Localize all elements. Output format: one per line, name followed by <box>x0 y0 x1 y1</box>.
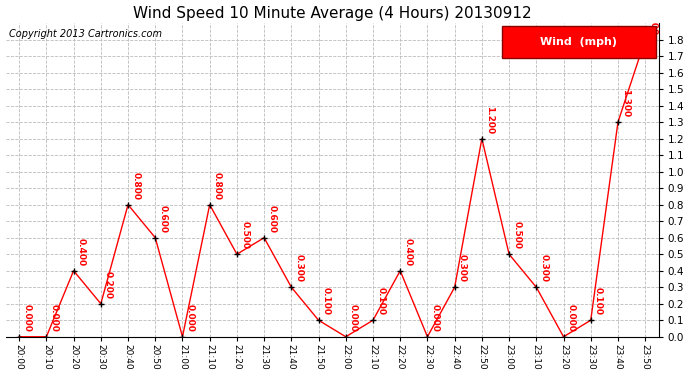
Text: Copyright 2013 Cartronics.com: Copyright 2013 Cartronics.com <box>9 29 162 39</box>
Text: 0.200: 0.200 <box>104 271 113 299</box>
Text: 0.000: 0.000 <box>23 304 32 332</box>
Text: 1.800: 1.800 <box>649 6 658 34</box>
Text: 0.500: 0.500 <box>240 221 249 249</box>
Text: 0.000: 0.000 <box>431 304 440 332</box>
Text: 0.600: 0.600 <box>159 205 168 233</box>
Text: 0.800: 0.800 <box>213 172 222 200</box>
Text: 0.300: 0.300 <box>458 254 467 282</box>
Text: 0.400: 0.400 <box>77 238 86 266</box>
Text: 0.300: 0.300 <box>540 254 549 282</box>
Text: 0.500: 0.500 <box>513 221 522 249</box>
Text: 0.800: 0.800 <box>131 172 140 200</box>
Text: 0.100: 0.100 <box>594 287 603 315</box>
Text: 0.100: 0.100 <box>322 287 331 315</box>
Text: Wind  (mph): Wind (mph) <box>540 37 618 47</box>
Text: 1.200: 1.200 <box>485 106 494 134</box>
Text: 0.000: 0.000 <box>186 304 195 332</box>
Title: Wind Speed 10 Minute Average (4 Hours) 20130912: Wind Speed 10 Minute Average (4 Hours) 2… <box>133 6 531 21</box>
Text: 1.300: 1.300 <box>621 89 630 117</box>
Text: 0.300: 0.300 <box>295 254 304 282</box>
FancyBboxPatch shape <box>502 26 656 58</box>
Text: 0.100: 0.100 <box>376 287 385 315</box>
Text: 0.000: 0.000 <box>349 304 358 332</box>
Text: 0.000: 0.000 <box>50 304 59 332</box>
Text: 0.000: 0.000 <box>566 304 575 332</box>
Text: 0.400: 0.400 <box>404 238 413 266</box>
Text: 0.600: 0.600 <box>268 205 277 233</box>
